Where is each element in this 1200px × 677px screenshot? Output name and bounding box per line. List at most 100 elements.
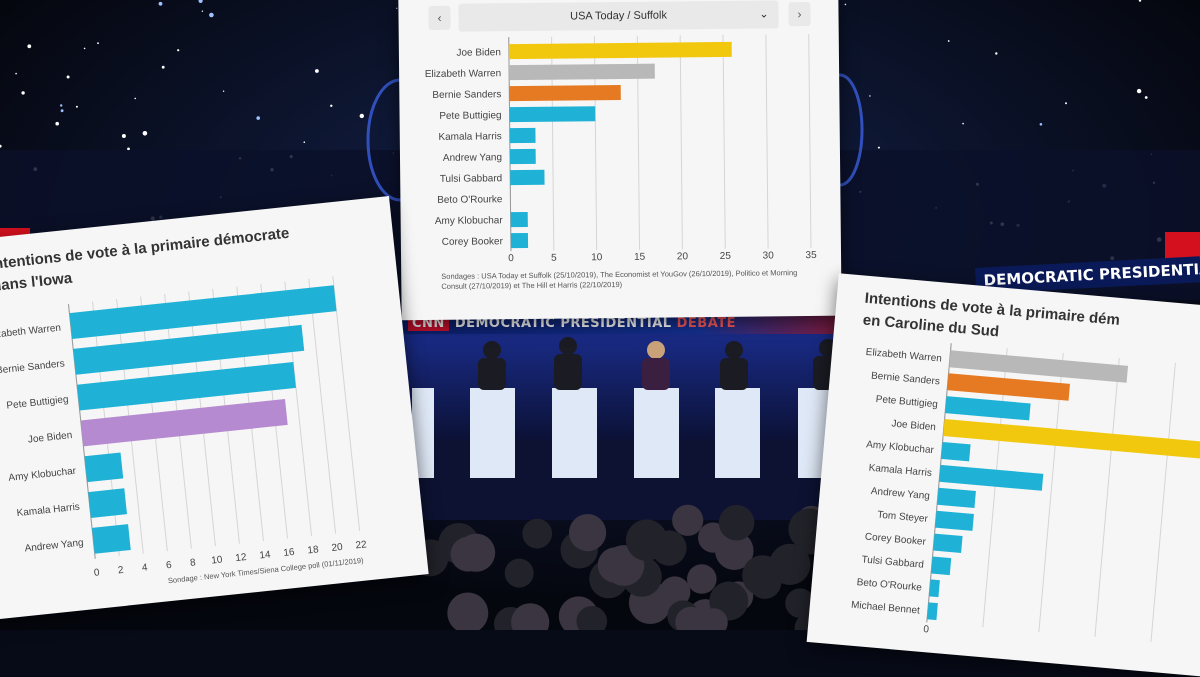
- x-tick-label: 15: [634, 252, 646, 263]
- x-tick-label: 16: [283, 547, 296, 559]
- bar: [943, 419, 1200, 460]
- star: [315, 69, 319, 73]
- audience-head: [505, 559, 534, 588]
- category-label: Bernie Sanders: [871, 370, 941, 387]
- category-label: Amy Klobuchar: [8, 466, 77, 484]
- category-label: Joe Biden: [456, 47, 501, 58]
- bar: [509, 42, 732, 59]
- star: [15, 73, 17, 75]
- star: [84, 48, 86, 50]
- star: [97, 42, 99, 44]
- grid-line: [1095, 358, 1119, 637]
- star: [127, 148, 130, 151]
- bar: [92, 524, 131, 554]
- x-tick-label: 0: [93, 567, 100, 579]
- star: [995, 52, 997, 54]
- banner-highlight: DEBATE: [677, 316, 736, 331]
- previous-poll-button[interactable]: ‹: [428, 6, 450, 30]
- star: [948, 40, 950, 42]
- iowa-poll-chart-card: Intentions de vote à la primaire démocra…: [0, 196, 429, 620]
- x-tick-label: 18: [307, 544, 320, 556]
- audience-head: [457, 534, 495, 572]
- bar: [941, 442, 970, 461]
- x-tick-label: 14: [259, 549, 272, 561]
- star: [304, 141, 306, 143]
- category-label: Beto O'Rourke: [437, 194, 503, 206]
- star: [845, 4, 847, 6]
- x-tick-label: 0: [508, 253, 514, 264]
- x-tick-label: 4: [141, 562, 148, 574]
- category-label: Michael Bennet: [851, 600, 921, 617]
- star: [869, 95, 870, 96]
- star: [1040, 123, 1043, 126]
- x-tick-label: 6: [166, 560, 173, 572]
- bar: [88, 488, 127, 518]
- chart-subtitle: dans l'Iowa: [0, 270, 73, 295]
- grid-line: [766, 34, 768, 248]
- category-label: Pete Buttigieg: [875, 394, 938, 410]
- audience-head: [672, 505, 703, 536]
- bar: [509, 106, 595, 122]
- star: [21, 91, 24, 94]
- grid-line: [1151, 363, 1175, 642]
- bar: [509, 85, 621, 101]
- national-poll-chart-card: ‹ USA Today / Suffolk ⌄ › Joe Biden Eliza…: [398, 0, 841, 320]
- bar: [945, 396, 1031, 420]
- star: [60, 104, 62, 106]
- category-label: Andrew Yang: [24, 537, 84, 554]
- star: [159, 2, 163, 6]
- star: [209, 13, 214, 18]
- category-label: Beto O'Rourke: [856, 577, 922, 594]
- star: [202, 11, 203, 12]
- grid-line: [680, 35, 682, 249]
- bar: [947, 373, 1070, 401]
- x-tick-label: 5: [551, 253, 557, 264]
- star: [360, 114, 364, 118]
- x-tick-label: 8: [190, 557, 197, 569]
- category-label: Tulsi Gabbard: [861, 554, 924, 570]
- bar: [927, 602, 938, 620]
- chevron-left-icon: ‹: [437, 11, 441, 25]
- star: [67, 76, 70, 79]
- x-tick-label: 20: [677, 251, 689, 262]
- category-label: Andrew Yang: [443, 152, 502, 164]
- audience-head: [598, 547, 634, 583]
- audience-head: [522, 519, 552, 549]
- star: [143, 131, 148, 136]
- audience-head: [687, 564, 717, 594]
- x-tick-label: 30: [763, 250, 775, 261]
- chart-title: Intentions de vote à la primaire démocra…: [0, 225, 290, 273]
- grid-line: [285, 281, 312, 536]
- category-label: Corey Booker: [864, 532, 927, 548]
- category-label: Amy Klobuchar: [435, 215, 504, 227]
- chevron-down-icon: ⌄: [759, 0, 769, 28]
- bar: [511, 212, 528, 227]
- grid-line: [309, 279, 336, 534]
- category-label: Pete Buttigieg: [6, 394, 69, 411]
- bar: [509, 64, 655, 81]
- bar: [510, 149, 536, 164]
- x-tick-label: 20: [331, 542, 344, 554]
- bar: [937, 488, 976, 508]
- category-label: Elizabeth Warren: [425, 68, 501, 80]
- bar: [931, 557, 951, 576]
- south-carolina-poll-chart-card: Intentions de vote à la primaire dém en …: [807, 273, 1200, 676]
- x-tick-label: 2: [117, 565, 124, 577]
- poll-selector-dropdown[interactable]: USA Today / Suffolk ⌄: [458, 0, 778, 31]
- star: [330, 105, 332, 107]
- star: [122, 134, 126, 138]
- chart-source-note: Sondages : USA Today et Suffolk (25/10/2…: [441, 268, 821, 292]
- grid-line: [723, 35, 725, 249]
- bar: [935, 511, 974, 531]
- category-label: Bernie Sanders: [0, 358, 65, 376]
- star: [76, 106, 78, 108]
- bar: [510, 128, 536, 143]
- next-poll-button[interactable]: ›: [788, 2, 810, 26]
- category-label: Joe Biden: [891, 418, 936, 433]
- x-tick-label: 22: [355, 539, 368, 551]
- star: [396, 8, 397, 9]
- bar: [939, 465, 1043, 491]
- bar: [933, 534, 962, 553]
